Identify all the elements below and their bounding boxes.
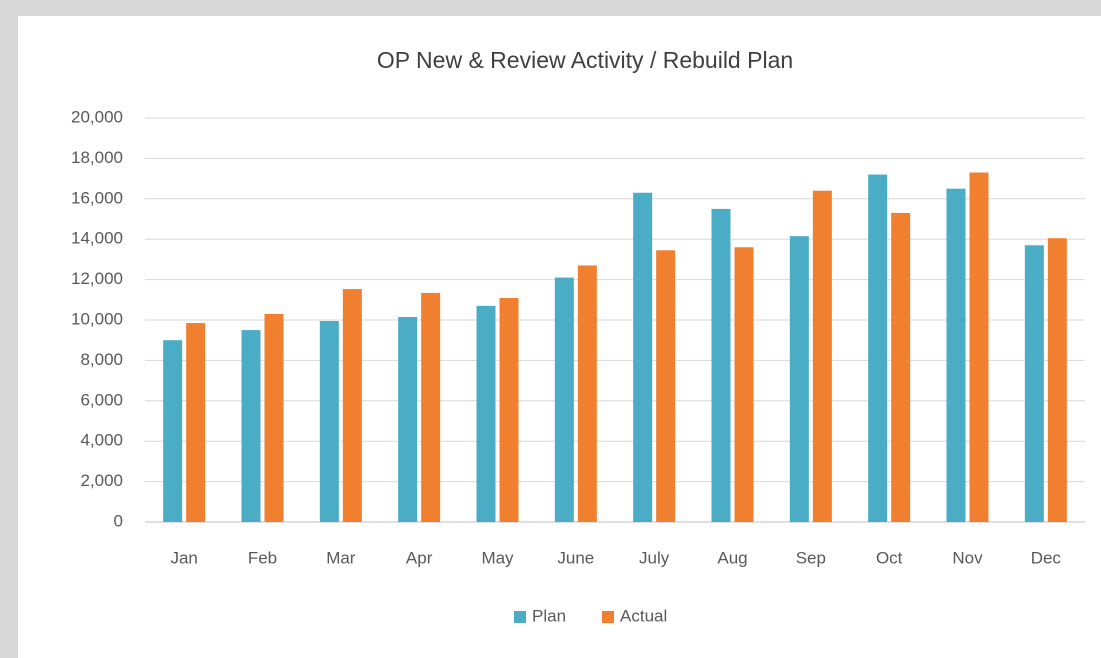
legend-label: Plan (532, 606, 566, 625)
x-tick-label: Dec (1031, 548, 1062, 567)
y-tick-label: 18,000 (71, 148, 123, 167)
y-tick-label: 20,000 (71, 107, 123, 126)
y-tick-label: 16,000 (71, 188, 123, 207)
x-tick-label: Apr (406, 548, 433, 567)
bar (946, 188, 966, 522)
y-tick-label: 0 (114, 511, 123, 530)
bar (319, 321, 339, 522)
bar (577, 265, 597, 522)
x-tick-label: June (557, 548, 594, 567)
bar (868, 174, 888, 522)
bar (969, 172, 989, 523)
y-tick-label: 4,000 (80, 431, 123, 450)
legend-label: Actual (620, 606, 667, 625)
x-tick-label: Nov (952, 548, 983, 567)
bar (1047, 238, 1067, 522)
y-tick-label: 14,000 (71, 229, 123, 248)
bar (476, 305, 496, 522)
bar (342, 289, 362, 522)
x-tick-label: Aug (717, 548, 747, 567)
y-tick-label: 12,000 (71, 269, 123, 288)
y-tick-label: 10,000 (71, 309, 123, 328)
bar (241, 330, 261, 522)
bar (554, 277, 574, 522)
bar (186, 323, 206, 522)
bar (633, 192, 653, 523)
x-tick-label: Oct (876, 548, 903, 567)
x-tick-label: Mar (326, 548, 356, 567)
y-tick-label: 2,000 (80, 471, 123, 490)
x-tick-label: July (639, 548, 670, 567)
bar (734, 247, 754, 522)
bar (656, 250, 676, 522)
y-tick-label: 6,000 (80, 390, 123, 409)
legend-swatch (514, 611, 526, 623)
bar (789, 236, 809, 523)
bar (812, 190, 832, 522)
y-tick-label: 8,000 (80, 350, 123, 369)
bar (398, 316, 418, 522)
bar (163, 340, 183, 522)
legend-swatch (602, 611, 615, 623)
x-tick-label: Sep (796, 548, 826, 567)
bar (499, 297, 519, 522)
bar (711, 208, 731, 522)
x-tick-label: May (481, 548, 514, 567)
x-tick-label: Feb (248, 548, 277, 567)
bar (264, 313, 284, 522)
chart-title: OP New & Review Activity / Rebuild Plan (377, 47, 793, 73)
bar (891, 212, 911, 522)
x-tick-label: Jan (170, 548, 197, 567)
bar (421, 292, 441, 522)
bar (1024, 245, 1044, 522)
